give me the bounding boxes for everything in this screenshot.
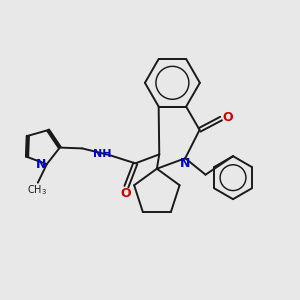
Text: O: O — [222, 112, 233, 124]
Text: N: N — [180, 157, 191, 170]
Text: N: N — [36, 158, 46, 171]
Text: CH$_3$: CH$_3$ — [27, 183, 47, 197]
Text: NH: NH — [93, 149, 112, 159]
Text: O: O — [121, 187, 131, 200]
